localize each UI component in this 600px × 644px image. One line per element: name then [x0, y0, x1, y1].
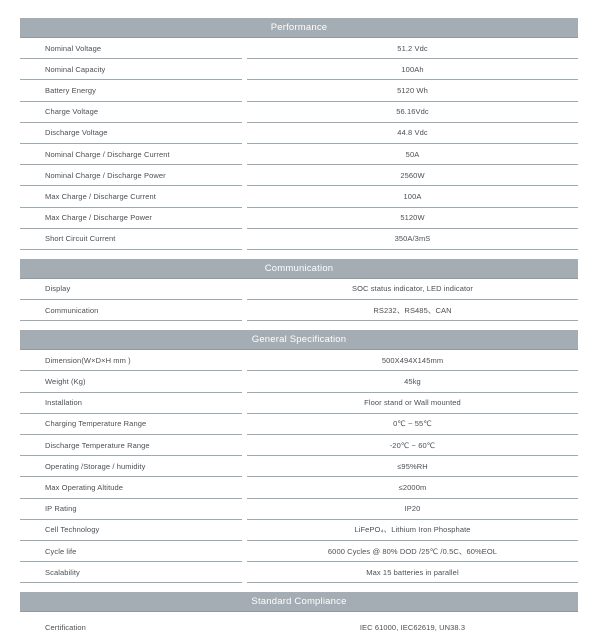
- table-row: Max Charge / Discharge Current 100A: [20, 186, 578, 208]
- spec-label: Operating /Storage / humidity: [20, 456, 242, 478]
- section-header: General Specification: [20, 330, 578, 351]
- spec-value: SOC status indicator, LED indicator: [247, 279, 578, 301]
- spec-label: Weight (Kg): [20, 371, 242, 393]
- table-row: Cell Technology LiFePO₄、Lithium Iron Phos…: [20, 520, 578, 541]
- spec-label: Max Charge / Discharge Power: [20, 208, 242, 229]
- spec-label: Communication: [20, 300, 242, 322]
- spec-label: Nominal Capacity: [20, 59, 242, 81]
- spec-value: IEC 61000, IEC62619, UN38.3: [359, 622, 466, 632]
- spec-label: Cycle life: [20, 541, 242, 563]
- spec-section-performance: Performance Nominal Voltage 51.2 Vdc Nomina…: [20, 18, 578, 250]
- section-header: Performance: [20, 18, 578, 38]
- spec-value: ≤95%RH: [247, 456, 578, 478]
- spec-label: Battery Energy: [20, 80, 242, 102]
- table-row: Installation Floor stand or Wall mounted: [20, 393, 578, 414]
- table-row: Cycle life 6000 Cycles @ 80% DOD /25℃ /0.…: [20, 541, 578, 563]
- spec-label: Installation: [20, 393, 242, 414]
- spec-value: 51.2 Vdc: [247, 38, 578, 60]
- table-row: IP Rating IP20: [20, 499, 578, 520]
- table-row: Charge Voltage 56.16Vdc: [20, 102, 578, 123]
- spec-label: IP Rating: [20, 499, 242, 520]
- spec-value: 100A: [247, 186, 578, 208]
- spec-label: Nominal Charge / Discharge Current: [20, 144, 242, 166]
- section-header: Communication: [20, 258, 578, 279]
- table-row: Communication RS232、RS485、CAN: [20, 300, 578, 322]
- spec-section-communication: Communication Display SOC status indicator…: [20, 258, 578, 322]
- spec-value: 50A: [247, 144, 578, 166]
- spec-value: 5120W: [247, 208, 578, 229]
- spec-value: 45kg: [247, 371, 578, 393]
- spec-label: Nominal Voltage: [20, 38, 242, 60]
- table-row: Nominal Voltage 51.2 Vdc: [20, 38, 578, 60]
- table-row: Weight (Kg) 45kg: [20, 371, 578, 393]
- spec-label: Discharge Temperature Range: [20, 435, 242, 457]
- spec-value: Floor stand or Wall mounted: [247, 393, 578, 414]
- table-row: Battery Energy 5120 Wh: [20, 80, 578, 102]
- table-row: Certification IEC 61000, IEC62619, UN38.3: [20, 612, 578, 642]
- spec-label: Display: [20, 279, 242, 301]
- spec-value: ≤2000m: [247, 477, 578, 499]
- spec-value: 0℃ ~ 55℃: [247, 414, 578, 435]
- spec-label: Certification: [45, 622, 86, 632]
- spec-value: IP20: [247, 499, 578, 520]
- spec-label: Discharge Voltage: [20, 123, 242, 144]
- spec-value: 56.16Vdc: [247, 102, 578, 123]
- spec-value: 500X494X145mm: [247, 350, 578, 372]
- table-row: Discharge Voltage 44.8 Vdc: [20, 123, 578, 144]
- table-row: Max Operating Altitude ≤2000m: [20, 477, 578, 499]
- table-row: Charging Temperature Range 0℃ ~ 55℃: [20, 414, 578, 435]
- table-row: Display SOC status indicator, LED indicat…: [20, 279, 578, 301]
- table-row: Nominal Charge / Discharge Current 50A: [20, 144, 578, 166]
- spec-value: 44.8 Vdc: [247, 123, 578, 144]
- spec-value: RS232、RS485、CAN: [247, 300, 578, 322]
- spec-value: -20℃ ~ 60℃: [247, 435, 578, 457]
- table-row: Nominal Capacity 100Ah: [20, 59, 578, 81]
- spec-section-standard-compliance: Standard Compliance Certification IEC 6100…: [20, 592, 578, 642]
- spec-value: 2560W: [247, 165, 578, 187]
- table-row: Max Charge / Discharge Power 5120W: [20, 208, 578, 229]
- spec-label: Max Charge / Discharge Current: [20, 186, 242, 208]
- spec-value: 350A/3mS: [247, 229, 578, 250]
- spec-label: Scalability: [20, 562, 242, 584]
- table-row: Short Circuit Current 350A/3mS: [20, 229, 578, 250]
- spec-label: Nominal Charge / Discharge Power: [20, 165, 242, 187]
- spec-section-general-specification: General Specification Dimension(W×D×H mm …: [20, 330, 578, 584]
- table-row: Discharge Temperature Range -20℃ ~ 60℃: [20, 435, 578, 457]
- spec-label: Charging Temperature Range: [20, 414, 242, 435]
- spec-value: 6000 Cycles @ 80% DOD /25℃ /0.5C、60%EOL: [247, 541, 578, 563]
- spec-label: Short Circuit Current: [20, 229, 242, 250]
- spec-value: 100Ah: [247, 59, 578, 81]
- spec-label: Cell Technology: [20, 520, 242, 541]
- spec-label: Max Operating Altitude: [20, 477, 242, 499]
- table-row: Nominal Charge / Discharge Power 2560W: [20, 165, 578, 187]
- spec-label: Dimension(W×D×H mm ): [20, 350, 242, 372]
- spec-value: Max 15 batteries in parallel: [247, 562, 578, 584]
- spec-sheet: Performance Nominal Voltage 51.2 Vdc Nomina…: [20, 18, 578, 642]
- table-row: Scalability Max 15 batteries in parallel: [20, 562, 578, 584]
- table-row: Operating /Storage / humidity ≤95%RH: [20, 456, 578, 478]
- spec-label: Charge Voltage: [20, 102, 242, 123]
- table-row: Dimension(W×D×H mm ) 500X494X145mm: [20, 350, 578, 372]
- section-header: Standard Compliance: [20, 592, 578, 613]
- spec-value: LiFePO₄、Lithium Iron Phosphate: [247, 520, 578, 541]
- spec-value: 5120 Wh: [247, 80, 578, 102]
